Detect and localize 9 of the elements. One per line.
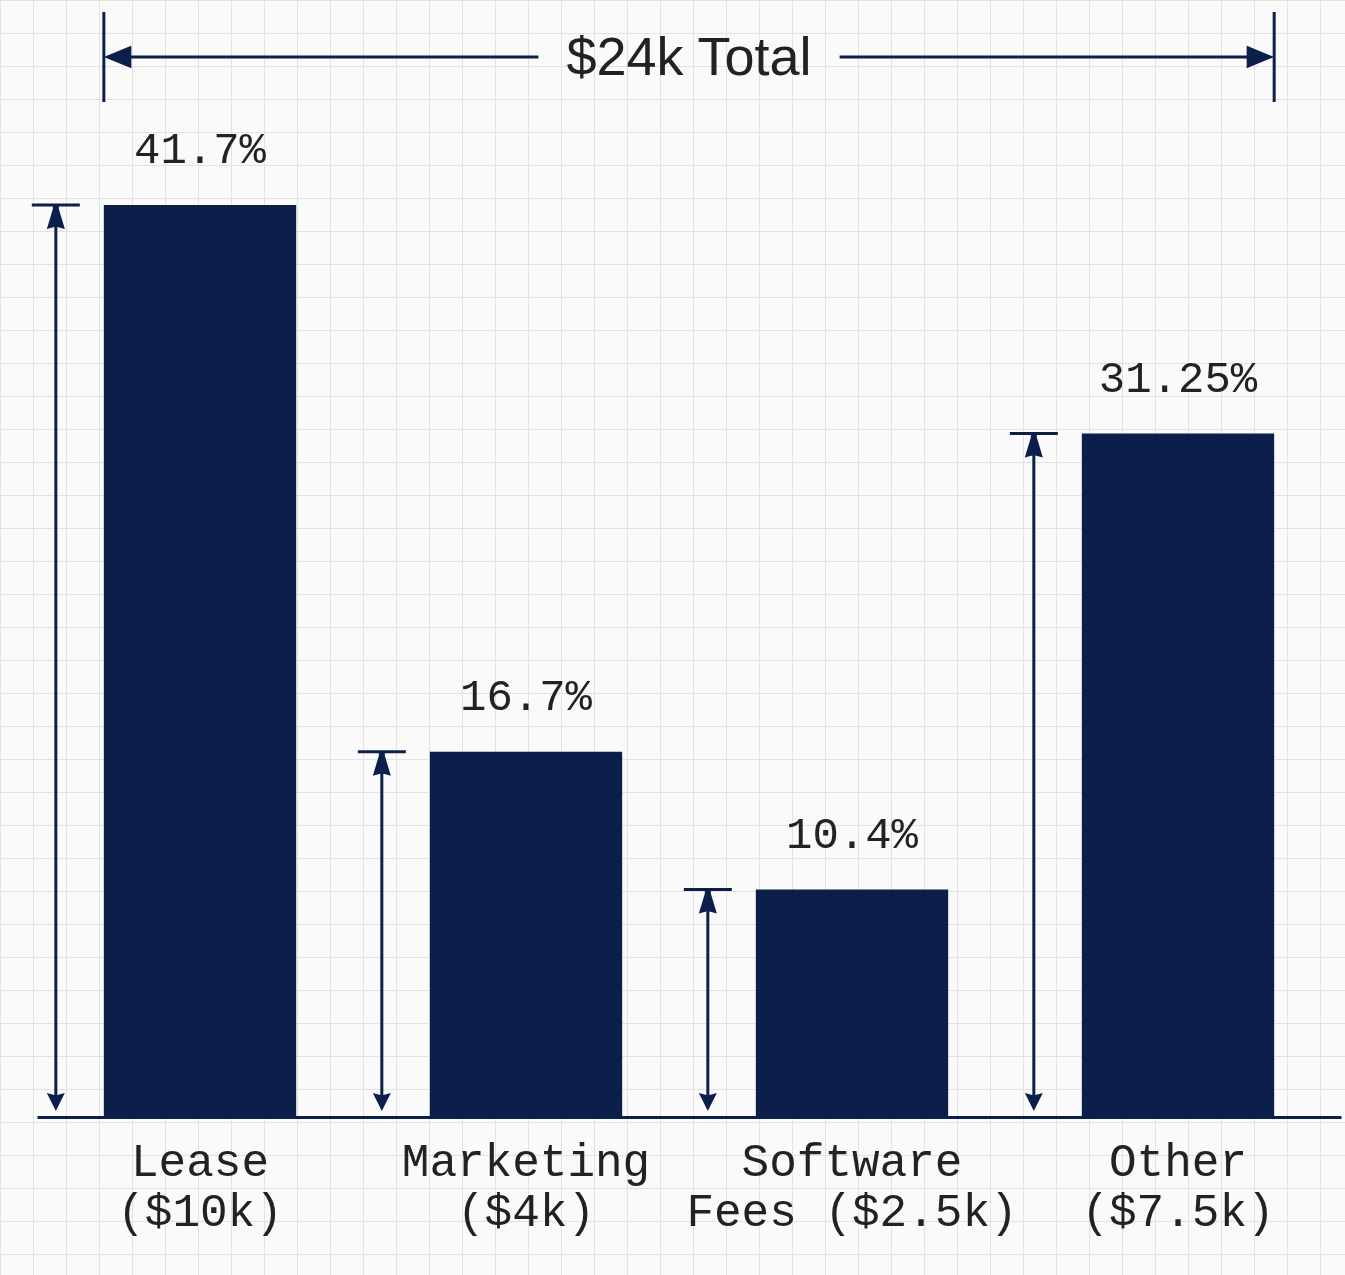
- x-tick-label: Marketing ($4k): [401, 1137, 651, 1240]
- text: $24k Total: [566, 26, 812, 86]
- x-tick-label: Lease ($10k): [117, 1137, 283, 1240]
- x-tick-label: Software Fees ($2.5k): [686, 1137, 1018, 1240]
- x-tick-label: Other ($7.5k): [1081, 1137, 1275, 1240]
- data-label: 31.25%: [1098, 354, 1258, 405]
- data-label: 16.7%: [459, 672, 593, 723]
- data-label: 10.4%: [785, 810, 919, 861]
- data-label: 41.7%: [133, 126, 267, 176]
